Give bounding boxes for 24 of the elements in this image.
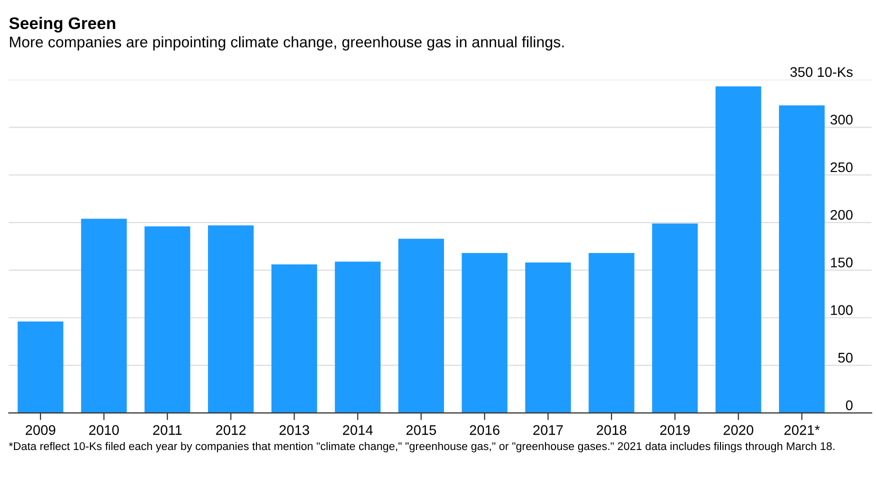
y-tick-label: 150 (831, 258, 853, 268)
x-tick-label: 2018 (596, 425, 626, 435)
y-tick-label: 250 (830, 162, 853, 172)
chart-title: Seeing Green (9, 16, 116, 33)
x-tick-label: 2017 (533, 425, 563, 435)
x-tick-label: 2015 (406, 425, 436, 435)
y-tick-label: 50 (838, 352, 853, 363)
x-tick-label: 2009 (26, 425, 56, 435)
x-tick-label: 2021* (784, 425, 820, 435)
y-tick-label: 0 (846, 400, 853, 410)
text: *Data reflect 10-Ks filed each year by companies that mention "climate change," "greenhouse gas," or "greenhouse gases." 2021 data includes filings through March 18. (8, 442, 834, 452)
x-tick-label: 2010 (89, 425, 119, 435)
y-tick-label: 100 (831, 305, 853, 315)
x-tick-label: 2014 (342, 425, 373, 435)
x-tick-label: 2016 (470, 425, 500, 435)
y-tick-label: 200 (830, 210, 853, 220)
x-tick-label: 2011 (153, 425, 182, 435)
y-tick-label: 300 (830, 114, 853, 125)
x-tick-label: 2013 (280, 425, 310, 435)
x-tick-label: 2019 (660, 425, 690, 435)
y-tick-label: 350 10-Ks (790, 67, 853, 77)
chart-subtitle: More companies are pinpointing climate change, greenhouse gas in annual filings. (10, 36, 564, 50)
x-tick-label: 2020 (724, 425, 754, 435)
x-tick-label: 2012 (216, 425, 246, 435)
